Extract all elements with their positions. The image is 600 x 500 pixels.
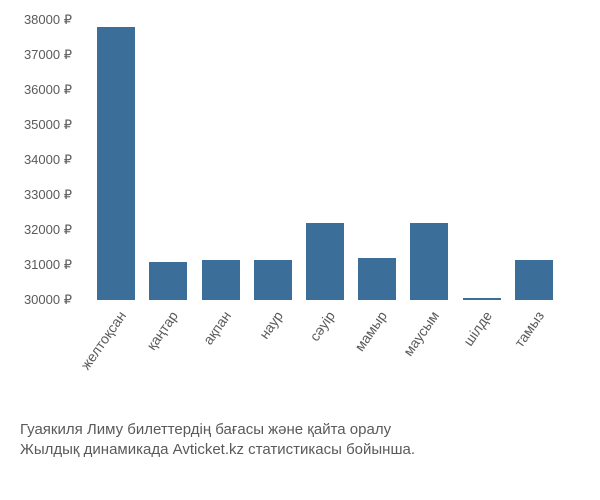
x-label-wrap: қаңтар	[149, 300, 187, 410]
x-label-wrap: ақпан	[202, 300, 240, 410]
y-tick: 37000 ₽	[24, 47, 72, 63]
x-label-wrap: желтоқсан	[97, 300, 135, 410]
x-label-wrap: тамыз	[515, 300, 553, 410]
y-tick: 38000 ₽	[24, 12, 72, 28]
y-tick: 34000 ₽	[24, 152, 72, 168]
y-tick: 30000 ₽	[24, 292, 72, 308]
bar	[358, 258, 396, 300]
x-axis: желтоқсанқаңтарақпаннаурсәуірмамырмаусым…	[85, 300, 565, 410]
price-chart: 30000 ₽31000 ₽32000 ₽33000 ₽34000 ₽35000…	[85, 20, 565, 300]
y-tick: 32000 ₽	[24, 222, 72, 238]
x-label: наур	[256, 308, 286, 342]
x-label: тамыз	[511, 308, 547, 350]
bar	[202, 260, 240, 300]
caption-line-1: Гуаякиля Лиму билеттердің бағасы және қа…	[20, 420, 415, 440]
bar	[97, 27, 135, 300]
y-tick: 33000 ₽	[24, 187, 72, 203]
bar	[149, 262, 187, 301]
x-label: маусым	[400, 308, 442, 359]
bar	[306, 223, 344, 300]
bar	[254, 260, 292, 300]
y-tick: 35000 ₽	[24, 117, 72, 133]
bars-group	[85, 20, 565, 300]
x-label-wrap: мамыр	[358, 300, 396, 410]
plot-area	[85, 20, 565, 300]
x-label-wrap: сәуір	[306, 300, 344, 410]
x-label-wrap: маусым	[410, 300, 448, 410]
x-label: ақпан	[199, 308, 233, 347]
x-label-wrap: шілде	[463, 300, 501, 410]
x-label-wrap: наур	[254, 300, 292, 410]
bar	[515, 260, 553, 300]
y-axis: 30000 ₽31000 ₽32000 ₽33000 ₽34000 ₽35000…	[0, 20, 80, 300]
y-tick: 36000 ₽	[24, 82, 72, 98]
x-label: желтоқсан	[77, 308, 129, 373]
y-tick: 31000 ₽	[24, 257, 72, 273]
bar	[410, 223, 448, 300]
caption-line-2: Жылдық динамикада Avticket.kz статистика…	[20, 440, 415, 460]
x-label: шілде	[460, 308, 495, 349]
x-label: қаңтар	[143, 308, 181, 353]
x-label: сәуір	[306, 308, 338, 344]
chart-caption: Гуаякиля Лиму билеттердің бағасы және қа…	[20, 420, 415, 461]
x-label: мамыр	[351, 308, 390, 354]
